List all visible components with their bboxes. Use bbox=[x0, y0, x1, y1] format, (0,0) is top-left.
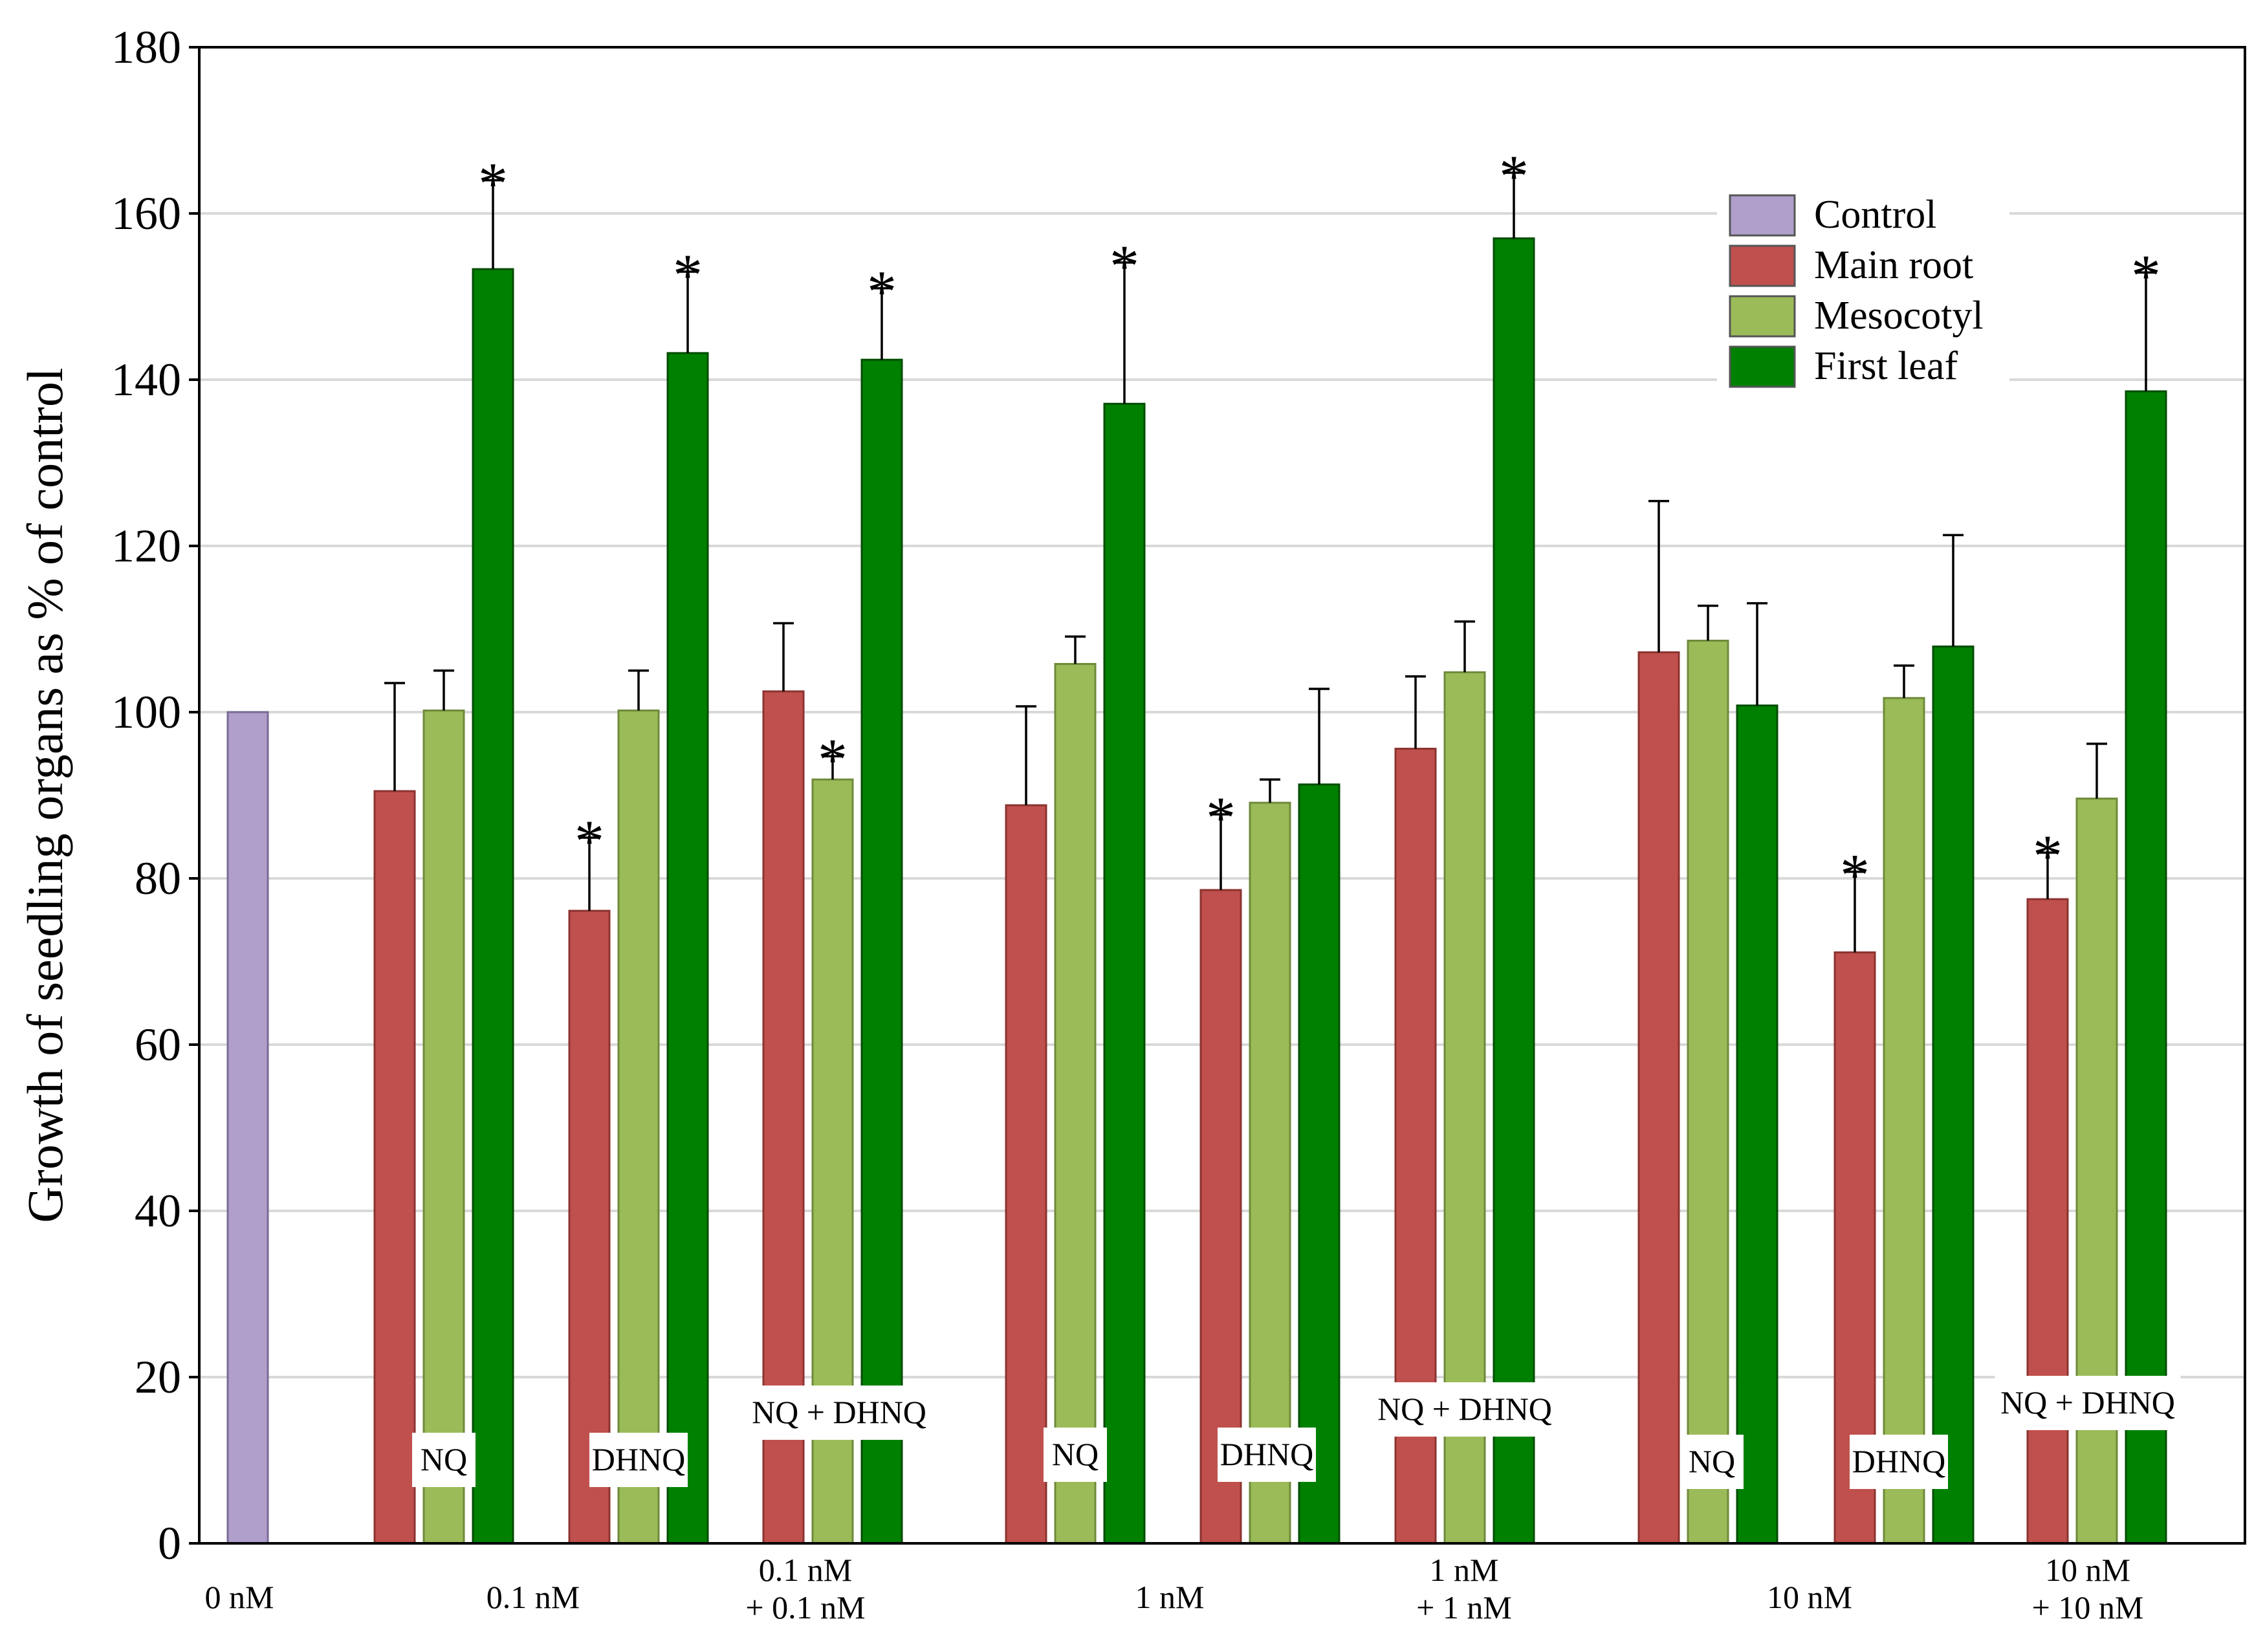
legend-swatch bbox=[1729, 295, 1796, 338]
plot-area-frame bbox=[198, 46, 2246, 1545]
x-category-label: + 0.1 nM bbox=[745, 1589, 865, 1625]
treatment-label: DHNQ bbox=[592, 1441, 685, 1477]
significance-marker: * bbox=[673, 242, 703, 308]
bar-mesocotyl bbox=[617, 709, 660, 1545]
treatment-label-box bbox=[1850, 1435, 1948, 1489]
significance-marker: * bbox=[818, 726, 848, 792]
bars bbox=[226, 237, 2167, 1545]
significance-marker: * bbox=[2033, 823, 2063, 889]
bar-first-leaf bbox=[1103, 402, 1146, 1545]
bar-first-leaf bbox=[2125, 390, 2167, 1545]
x-axis-labels: 0 nM 0.1 nM0.1 nM+ 0.1 nM 1 nM1 nM+ 1 nM 10… bbox=[205, 1552, 2144, 1625]
significance-marker: * bbox=[1110, 233, 1139, 299]
bar-first-leaf bbox=[1493, 237, 1535, 1545]
legend-entry: First leaf bbox=[1814, 344, 1958, 388]
y-tick-label: 160 bbox=[111, 188, 181, 239]
treatment-label-box bbox=[1044, 1428, 1107, 1482]
y-axis-title: Growth of seedling organs as % of contro… bbox=[17, 367, 73, 1223]
treatment-label-box bbox=[1680, 1435, 1744, 1489]
treatment-labels: NQ DHNQ NQ + DHNQ NQ DHNQ NQ + DHNQ NQ DHNQ NQ +… bbox=[412, 1376, 2181, 1489]
bar-mesocotyl bbox=[422, 709, 465, 1545]
error-bars: * * * * * * * * * * * bbox=[384, 143, 2161, 953]
treatment-label: NQ + DHNQ bbox=[1377, 1391, 1552, 1427]
legend-swatch bbox=[1729, 345, 1796, 388]
x-category-label: + 10 nM bbox=[2032, 1589, 2144, 1625]
treatment-label: NQ bbox=[1052, 1436, 1099, 1472]
y-tick-label: 140 bbox=[111, 354, 181, 406]
bar-first-leaf bbox=[860, 358, 903, 1545]
y-tick-label: 120 bbox=[111, 520, 181, 572]
significance-marker: * bbox=[1206, 785, 1236, 851]
y-tick-label: 0 bbox=[158, 1517, 181, 1569]
bar-first-leaf bbox=[1736, 704, 1778, 1545]
x-category-label: 1 nM bbox=[1430, 1552, 1499, 1588]
treatment-label: DHNQ bbox=[1220, 1436, 1313, 1472]
x-category-label: 10 nM bbox=[2045, 1552, 2130, 1588]
bar-mesocotyl bbox=[1687, 639, 1729, 1545]
treatment-label-box bbox=[1218, 1428, 1316, 1482]
bar-main-root bbox=[373, 790, 416, 1545]
bar-main-root bbox=[2026, 898, 2069, 1545]
legend: Control Main root Mesocotyl First leaf bbox=[1717, 186, 2009, 397]
x-category-label: 0.1 nM bbox=[759, 1552, 852, 1588]
treatment-label: NQ bbox=[421, 1441, 467, 1477]
x-category-label: 0.1 nM bbox=[487, 1579, 580, 1615]
bar-first-leaf bbox=[472, 268, 514, 1545]
x-category-label: + 1 nM bbox=[1416, 1589, 1512, 1625]
y-tick-label: 180 bbox=[111, 21, 181, 73]
bar-main-root bbox=[1005, 804, 1047, 1545]
bar-mesocotyl bbox=[1054, 662, 1097, 1545]
bar-mesocotyl bbox=[1883, 697, 1925, 1545]
y-tick-label: 20 bbox=[135, 1351, 181, 1403]
legend-entry: Control bbox=[1814, 193, 1936, 237]
significance-marker: * bbox=[478, 151, 508, 217]
treatment-label-box bbox=[746, 1386, 932, 1440]
significance-marker: * bbox=[867, 259, 897, 325]
bar-first-leaf bbox=[666, 352, 709, 1545]
x-category-label: 0 nM bbox=[205, 1579, 274, 1615]
x-category-label: 10 nM bbox=[1767, 1579, 1852, 1615]
y-axis: 0 20 40 60 80 100 120 140 160 180 bbox=[111, 21, 199, 1569]
treatment-label: NQ bbox=[1689, 1443, 1735, 1479]
y-tick-label: 40 bbox=[135, 1185, 181, 1237]
y-tick-label: 60 bbox=[135, 1019, 181, 1071]
significance-marker: * bbox=[1499, 143, 1529, 209]
bar-first-leaf bbox=[1932, 645, 1975, 1545]
treatment-label: NQ + DHNQ bbox=[2000, 1384, 2175, 1420]
bar-mesocotyl bbox=[2075, 798, 2118, 1545]
treatment-label-box bbox=[1995, 1376, 2181, 1430]
legend-swatch bbox=[1729, 245, 1796, 287]
treatment-label-box bbox=[412, 1433, 476, 1487]
x-category-label: 1 nM bbox=[1135, 1579, 1205, 1615]
significance-marker: * bbox=[574, 808, 604, 874]
significance-marker: * bbox=[2131, 243, 2161, 309]
legend-entry: Main root bbox=[1814, 243, 1973, 287]
bar-main-root bbox=[1637, 651, 1680, 1545]
bar-control bbox=[226, 711, 269, 1545]
legend-entry: Mesocotyl bbox=[1814, 294, 1984, 338]
legend-swatch bbox=[1729, 194, 1796, 237]
treatment-label-box bbox=[589, 1433, 688, 1487]
y-tick-label: 80 bbox=[135, 853, 181, 904]
bar-mesocotyl bbox=[1249, 801, 1291, 1545]
treatment-label: NQ + DHNQ bbox=[752, 1394, 926, 1430]
treatment-label: DHNQ bbox=[1852, 1443, 1945, 1479]
y-tick-label: 100 bbox=[111, 686, 181, 738]
treatment-label-box bbox=[1372, 1382, 1558, 1437]
significance-marker: * bbox=[1840, 842, 1870, 908]
